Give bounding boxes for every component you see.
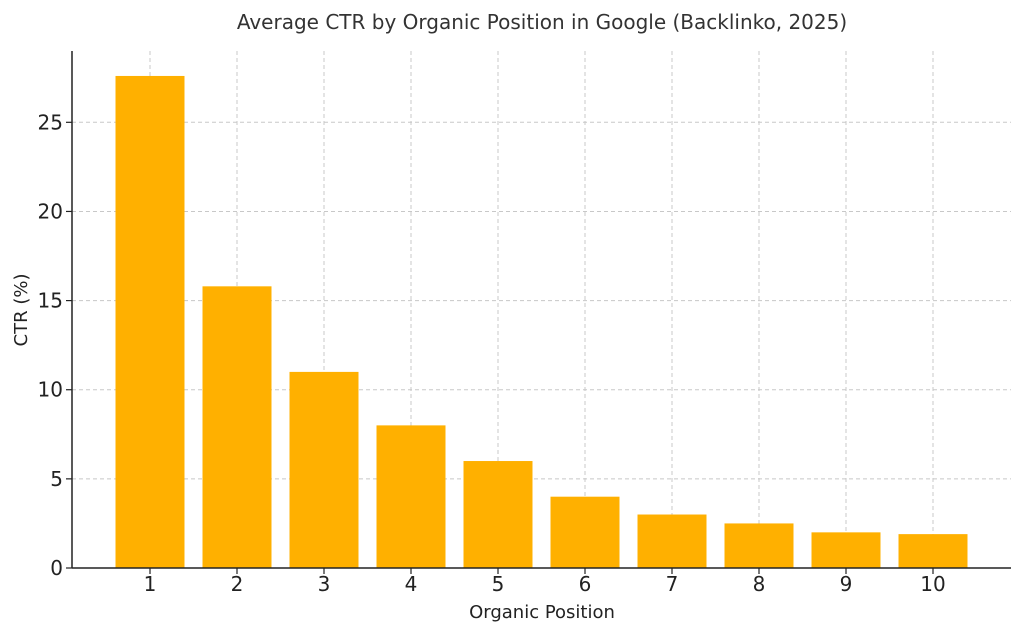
y-tick-label: 25 [38, 110, 63, 134]
x-tick-label: 2 [231, 572, 244, 596]
bar [202, 286, 272, 568]
y-tick-label: 5 [50, 467, 63, 491]
bar [811, 532, 881, 568]
chart-title: Average CTR by Organic Position in Googl… [237, 10, 847, 34]
bar [115, 75, 185, 568]
bar [376, 425, 446, 568]
x-tick-label: 8 [753, 572, 766, 596]
bar-layer [115, 75, 968, 568]
x-tick-label: 3 [318, 572, 331, 596]
x-axis-label: Organic Position [469, 602, 615, 623]
y-axis-label: CTR (%) [11, 274, 32, 347]
y-tick-label: 10 [38, 378, 63, 402]
x-tick-label: 1 [144, 572, 157, 596]
bar [289, 371, 359, 568]
bar [550, 496, 620, 568]
bar [724, 523, 794, 568]
y-tick-label: 0 [50, 556, 63, 580]
x-tick-label: 6 [579, 572, 592, 596]
x-tick-label: 10 [920, 572, 945, 596]
axis-layer: 0 5 10 15 20 25 1 2 3 4 5 6 7 8 9 10 [38, 51, 1011, 596]
bar [898, 534, 968, 568]
x-tick-label: 7 [666, 572, 679, 596]
y-tick-label: 15 [38, 289, 63, 313]
x-tick-label: 5 [492, 572, 505, 596]
x-tick-label: 4 [405, 572, 418, 596]
bar [637, 514, 707, 568]
bar [463, 461, 533, 568]
y-tick-label: 20 [38, 199, 63, 223]
x-tick-label: 9 [840, 572, 853, 596]
